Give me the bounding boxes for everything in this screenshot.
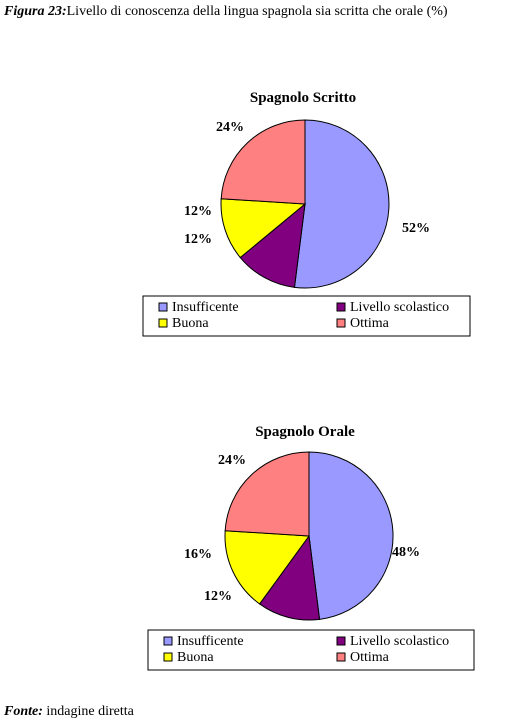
slice-label-ottima: 24% (218, 453, 246, 468)
figure-caption: Figura 23:Livello di conoscenza della li… (4, 4, 448, 20)
pie-slice-buona (224, 530, 310, 605)
slice-label-livello-scolastico: 12% (204, 589, 232, 604)
pie-slices (224, 451, 394, 621)
legend-swatch-livello-scolastico (336, 302, 346, 312)
legend-swatch-livello-scolastico (336, 636, 346, 646)
pie-slices (220, 119, 390, 289)
figure-label: Figura 23: (4, 4, 67, 19)
chart-legend: Insufficente Livello scolastico Buona Ottim… (147, 629, 475, 671)
pie-slice-livello-scolastico (239, 202, 306, 288)
legend-swatch-ottima (336, 318, 346, 328)
chart-title: Spagnolo Scritto (250, 90, 356, 106)
legend-box (142, 295, 471, 337)
pie-slice-livello-scolastico (258, 534, 321, 621)
slice-labels: 52% 12% 12% 24% (184, 120, 430, 247)
slice-label-ottima: 24% (216, 120, 244, 135)
pie-slice-ottima (224, 451, 310, 537)
slice-label-buona: 12% (184, 204, 212, 219)
chart-legend: Insufficente Livello scolastico Buona Ottim… (142, 295, 471, 337)
legend-label-insufficente: Insufficente (177, 634, 244, 649)
slice-label-insufficente: 52% (402, 221, 430, 236)
legend-label-buona: Buona (177, 650, 214, 665)
pie-slice-buona (220, 198, 307, 259)
legend-swatch-insufficente (163, 636, 173, 646)
pie-slice-insufficente (293, 119, 390, 289)
legend-label-livello-scolastico: Livello scolastico (350, 634, 449, 649)
legend-swatch-buona (158, 318, 168, 328)
legend-swatch-ottima (336, 652, 346, 662)
pie-chart-spagnolo-orale: Spagnolo Orale 48% 12% 16% 24% Insufficente… (147, 424, 475, 671)
source-label: Fonte: (4, 704, 43, 719)
legend-label-insufficente: Insufficente (172, 300, 239, 315)
source-note: Fonte: indagine diretta (4, 704, 134, 720)
legend-swatch-insufficente (158, 302, 168, 312)
chart-title: Spagnolo Orale (255, 424, 355, 440)
source-text: indagine diretta (42, 704, 134, 719)
figure-caption-text: Livello di conoscenza della lingua spagn… (66, 4, 448, 19)
legend-label-ottima: Ottima (350, 650, 390, 665)
legend-box (147, 629, 475, 671)
slice-labels: 48% 12% 16% 24% (184, 453, 420, 604)
pie-chart-spagnolo-scritto: Spagnolo Scritto 52% 12% 12% 24% Insufficen… (142, 90, 471, 337)
pie-slice-ottima (220, 119, 306, 205)
slice-label-insufficente: 48% (392, 545, 420, 560)
legend-label-livello-scolastico: Livello scolastico (350, 300, 449, 315)
slice-label-buona: 16% (184, 547, 212, 562)
legend-swatch-buona (163, 652, 173, 662)
legend-label-ottima: Ottima (350, 316, 390, 331)
slice-label-livello-scolastico: 12% (184, 232, 212, 247)
pie-slice-insufficente (308, 451, 394, 620)
legend-label-buona: Buona (172, 316, 209, 331)
